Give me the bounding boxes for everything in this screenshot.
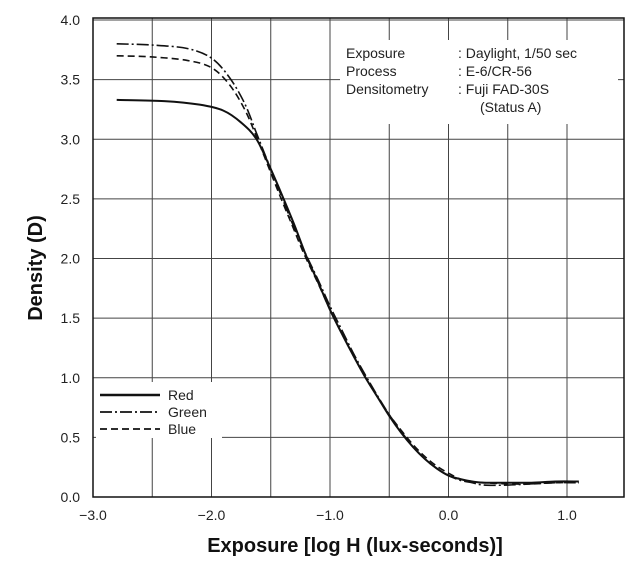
info-box: Exposure : Daylight, 1/50 sec Process : E-6… [346, 45, 577, 115]
y-tick-label: 2.5 [61, 191, 81, 207]
info-label: Densitometry [346, 81, 428, 97]
series-line-green [116, 43, 579, 487]
x-tick-label: 0.0 [439, 507, 459, 523]
x-axis-title: Exposure [log H (lux-seconds)] [207, 535, 503, 557]
legend-label-blue: Blue [168, 421, 196, 437]
info-value: : Fuji FAD-30S [458, 81, 549, 97]
info-value: : Daylight, 1/50 sec [458, 45, 577, 61]
info-value: : E-6/CR-56 [458, 63, 532, 79]
info-box-background [340, 40, 618, 124]
y-tick-label: 3.0 [61, 131, 81, 147]
legend-label-green: Green [168, 404, 207, 420]
x-tick-label: −3.0 [79, 507, 107, 523]
x-tick-label: −2.0 [198, 507, 226, 523]
series-line-blue [116, 54, 579, 485]
y-tick-label: 1.5 [61, 310, 81, 326]
info-label: Exposure [346, 45, 405, 61]
info-value: (Status A) [480, 99, 541, 115]
series-lines [116, 43, 579, 487]
y-tick-label: 0.5 [61, 429, 81, 445]
tick-labels: −3.0 −2.0 −1.0 0.0 1.0 0.0 0.5 1.0 1.5 2.0 2.5 3.0 3… [61, 12, 577, 523]
y-tick-label: 3.5 [61, 72, 81, 88]
y-axis-title: Density (D) [25, 215, 47, 321]
legend-label-red: Red [168, 387, 194, 403]
y-tick-label: 2.0 [61, 251, 81, 267]
info-label: Process [346, 63, 397, 79]
y-tick-label: 4.0 [61, 12, 81, 28]
x-tick-label: −1.0 [316, 507, 344, 523]
y-tick-label: 0.0 [61, 489, 81, 505]
x-tick-label: 1.0 [557, 507, 577, 523]
plot-frame [92, 17, 625, 498]
y-tick-label: 1.0 [61, 370, 81, 386]
